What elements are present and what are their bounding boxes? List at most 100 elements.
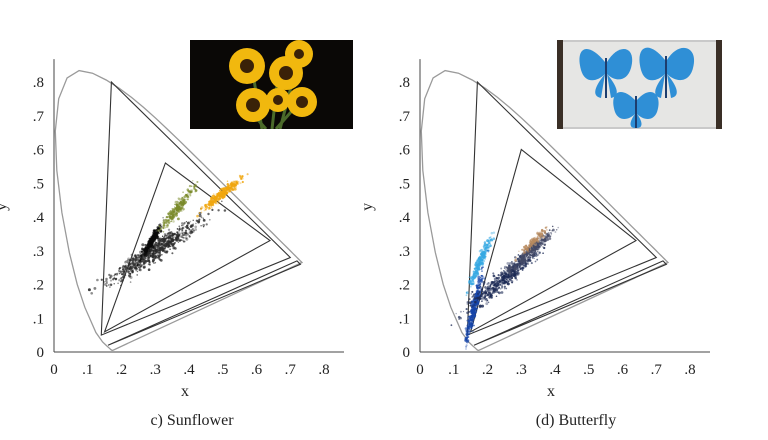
scatter-point (230, 186, 233, 188)
scatter-point (528, 254, 531, 256)
scatter-point (143, 252, 147, 256)
scatter-point (164, 234, 167, 237)
scatter-point (131, 270, 133, 272)
scatter-point (208, 207, 211, 210)
scatter-point (149, 250, 151, 252)
scatter-point (155, 233, 159, 236)
scatter-point (539, 234, 542, 236)
scatter-point (187, 198, 189, 201)
scatter-point (480, 268, 483, 270)
scatter-point (226, 189, 229, 192)
scatter-point (181, 197, 184, 199)
scatter-point (105, 285, 108, 287)
scatter-point (186, 188, 190, 191)
scatter-point (131, 260, 135, 264)
scatter-point (468, 310, 471, 313)
scatter-point (208, 218, 211, 221)
scatter-point (184, 196, 186, 199)
scatter-point (478, 295, 482, 298)
scatter-point (504, 276, 506, 278)
scatter-point (486, 299, 489, 302)
scatter-point (194, 228, 198, 231)
scatter-point (195, 222, 197, 225)
scatter-point (482, 291, 485, 294)
scatter-point (509, 266, 512, 269)
scatter-point (228, 185, 231, 188)
scatter-point (486, 289, 490, 293)
scatter-point (183, 233, 186, 236)
scatter-point (466, 332, 468, 334)
scatter-point (177, 234, 181, 237)
scatter-point (155, 251, 157, 253)
scatter-point (152, 237, 156, 241)
scatter-point (538, 251, 541, 254)
scatter-point (521, 268, 524, 271)
scatter-point (539, 235, 541, 237)
scatter-point (166, 237, 169, 239)
scatter-point (496, 280, 499, 283)
scatter-point (163, 248, 165, 250)
scatter-point (123, 268, 125, 270)
scatter-point (506, 282, 510, 285)
scatter-point (170, 238, 174, 242)
scatter-point (236, 182, 240, 185)
scatter-point (481, 264, 484, 267)
scatter-point (480, 278, 483, 282)
scatter-point (466, 311, 469, 315)
scatter-point (501, 282, 504, 285)
scatter-point (129, 259, 132, 262)
scatter-point (492, 274, 496, 278)
scatter-point (525, 247, 529, 251)
scatter-point (500, 284, 503, 287)
scatter-point (528, 259, 531, 261)
butterfly-photo-image (557, 40, 722, 129)
scatter-point (486, 287, 490, 290)
scatter-point (188, 192, 192, 196)
scatter-point (169, 218, 172, 220)
scatter-point (181, 224, 183, 227)
scatter-point (174, 200, 178, 204)
scatter-point (517, 254, 520, 256)
scatter-point (526, 259, 529, 262)
x-tick-label: .1 (448, 362, 459, 378)
scatter-point (161, 238, 163, 240)
scatter-point (180, 228, 184, 231)
scatter-point (469, 278, 473, 281)
scatter-point (185, 198, 187, 200)
scatter-point (473, 277, 475, 280)
scatter-point (159, 227, 163, 231)
scatter-point (233, 185, 236, 188)
scatter-point (477, 275, 481, 279)
scatter-point (135, 261, 138, 264)
scatter-point (503, 285, 506, 288)
scatter-point (495, 295, 498, 298)
scatter-point (533, 244, 536, 247)
scatter-point (164, 226, 167, 229)
scatter-point (465, 292, 468, 294)
scatter-point (519, 261, 521, 264)
scatter-point (477, 265, 480, 267)
scatter-point (536, 244, 538, 246)
scatter-point (510, 272, 513, 275)
scatter-point (150, 242, 154, 245)
scatter-point (119, 270, 123, 274)
scatter-point (157, 228, 160, 232)
scatter-point (177, 233, 181, 237)
scatter-point (490, 296, 494, 299)
scatter-point (522, 258, 525, 262)
scatter-point (474, 264, 477, 267)
scatter-point (543, 243, 547, 247)
scatter-point (181, 210, 183, 212)
scatter-point (184, 194, 188, 197)
scatter-point (520, 258, 523, 261)
scatter-cluster (196, 173, 249, 218)
scatter-point (476, 310, 478, 312)
scatter-point (483, 241, 487, 244)
scatter-point (178, 205, 181, 207)
scatter-point (465, 333, 469, 337)
scatter-point (513, 261, 516, 264)
scatter-point (516, 263, 519, 266)
scatter-point (521, 260, 524, 263)
scatter-point (472, 318, 475, 320)
scatter-point (512, 266, 516, 270)
